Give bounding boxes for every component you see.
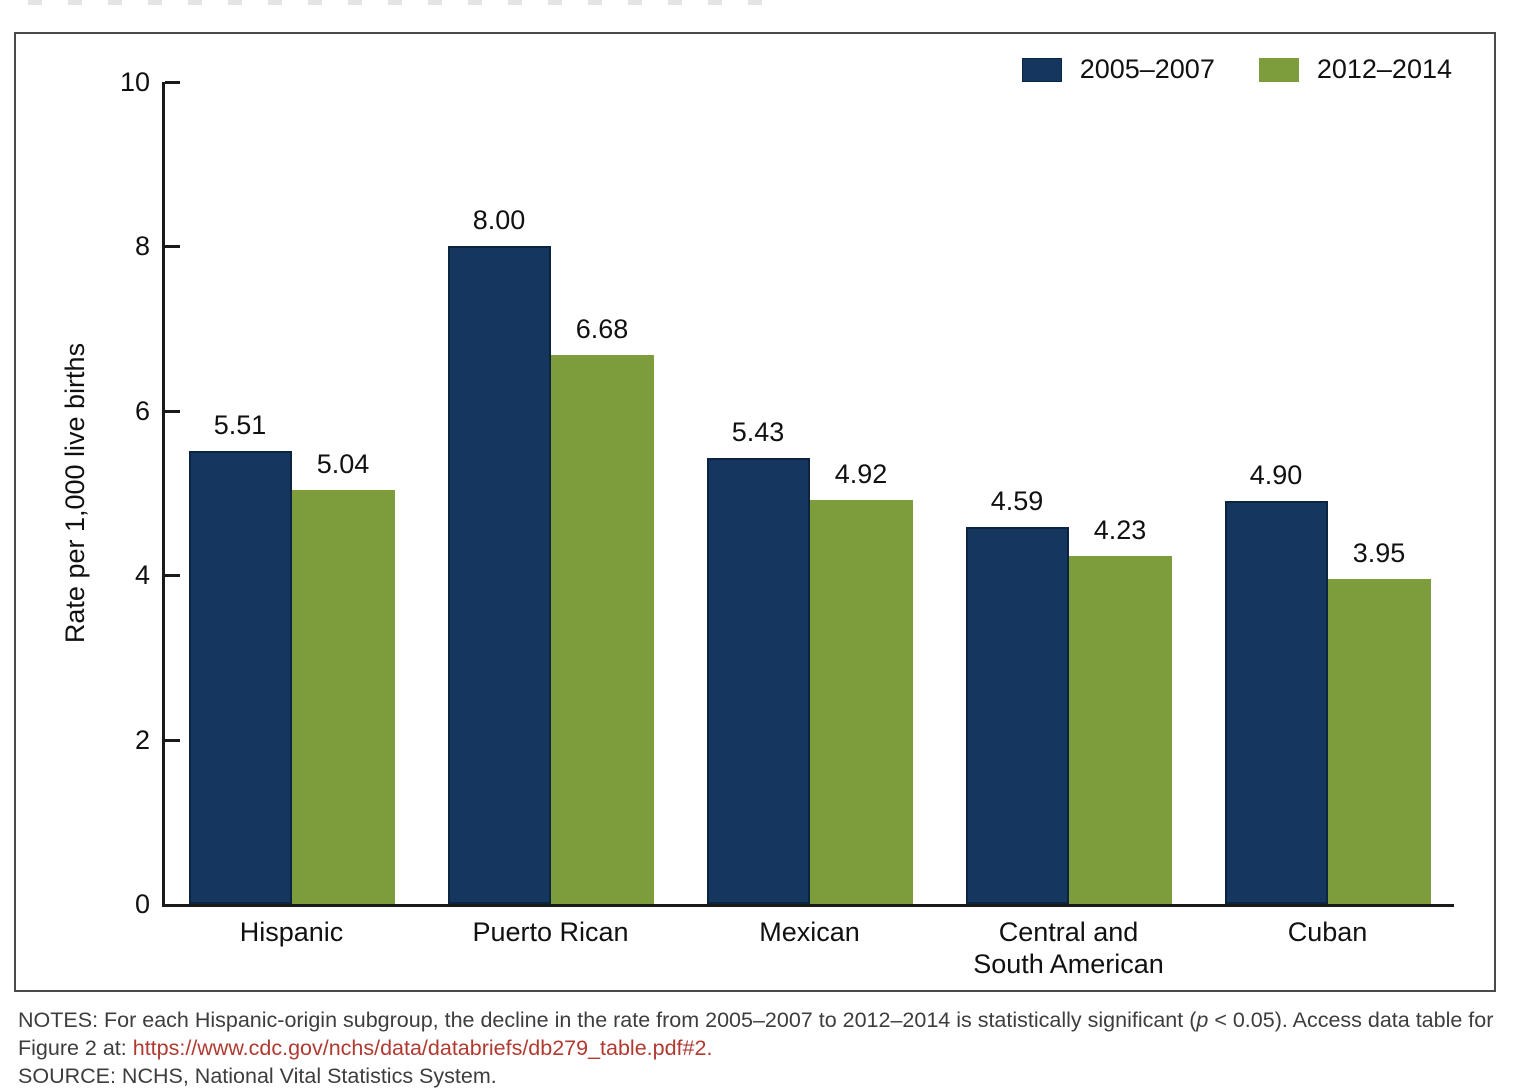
y-tick-label: 6 — [134, 395, 150, 426]
y-tick-mark — [165, 574, 180, 578]
x-category-label: Cuban — [1287, 917, 1368, 947]
source-line: SOURCE: NCHS, National Vital Statistics … — [18, 1064, 497, 1088]
chart-frame: 2005–2007 2012–2014 Rate per 1,000 live b… — [14, 32, 1496, 992]
y-tick-label: 10 — [119, 67, 150, 97]
bar-value-label: 5.04 — [316, 449, 370, 479]
bar-value-label: 5.43 — [731, 417, 785, 447]
bar-value-label: 3.95 — [1352, 538, 1406, 568]
y-tick-label: 2 — [134, 724, 150, 755]
bar-value-label: 4.90 — [1249, 460, 1303, 490]
bar-value-label: 4.92 — [834, 459, 888, 489]
p-value-symbol: p — [1196, 1008, 1209, 1032]
clipped-title-remnant — [28, 0, 763, 5]
legend-label: 2005–2007 — [1079, 54, 1215, 84]
x-category-label: Hispanic — [239, 917, 344, 947]
bar-value-label: 8.00 — [472, 205, 526, 235]
legend-item: 2012–2014 — [1258, 54, 1452, 85]
legend-item: 2005–2007 — [1021, 54, 1215, 85]
x-category-label: Mexican — [759, 917, 860, 947]
bar-2012-2014 — [1327, 579, 1431, 904]
bar-2005-2007 — [1224, 501, 1328, 904]
notes-text-after-p: < 0.05). Access data table for — [1208, 1008, 1494, 1032]
y-tick-label: 4 — [134, 560, 150, 591]
y-tick-label: 8 — [134, 231, 150, 262]
bar-2005-2007 — [188, 451, 292, 904]
bar-2012-2014 — [550, 355, 654, 904]
y-axis-line — [162, 82, 165, 907]
notes-text-before-p: NOTES: For each Hispanic-origin subgroup… — [18, 1008, 1197, 1032]
data-table-link[interactable]: https://www.cdc.gov/nchs/data/databriefs… — [132, 1036, 713, 1060]
figure-link-prefix: Figure 2 at: — [18, 1036, 133, 1060]
y-tick-mark — [165, 738, 180, 742]
bar-2005-2007 — [447, 246, 551, 904]
y-tick-label: 0 — [134, 889, 150, 919]
notes-line-2: Figure 2 at: https://www.cdc.gov/nchs/da… — [18, 1034, 1496, 1062]
notes-block: NOTES: For each Hispanic-origin subgroup… — [18, 1006, 1496, 1090]
x-axis-line — [162, 904, 1454, 907]
legend-label: 2012–2014 — [1316, 54, 1452, 84]
plot-area: 0 2 4 6 8 10 5.51 5.04 Hispanic 8.00 6.68 Puerto Ri… — [16, 34, 1494, 990]
bar-value-label: 6.68 — [575, 314, 629, 344]
bar-value-label: 4.23 — [1093, 515, 1147, 545]
legend: 2005–2007 2012–2014 — [1021, 54, 1452, 85]
y-tick-mark — [165, 409, 180, 413]
bar-2012-2014 — [291, 490, 395, 904]
bar-2012-2014 — [1068, 556, 1172, 904]
legend-swatch — [1021, 57, 1062, 82]
bar-value-label: 4.59 — [990, 486, 1044, 516]
bar-2005-2007 — [706, 458, 810, 904]
y-tick-mark — [165, 81, 180, 84]
bar-value-label: 5.51 — [213, 410, 267, 440]
y-tick-mark — [165, 245, 180, 249]
bar-2012-2014 — [809, 500, 913, 904]
bar-2005-2007 — [965, 527, 1069, 904]
x-category-label: Puerto Rican — [472, 917, 629, 947]
x-category-label: Central and South American — [973, 917, 1164, 980]
notes-line-1: NOTES: For each Hispanic-origin subgroup… — [18, 1006, 1496, 1034]
legend-swatch — [1258, 57, 1299, 82]
